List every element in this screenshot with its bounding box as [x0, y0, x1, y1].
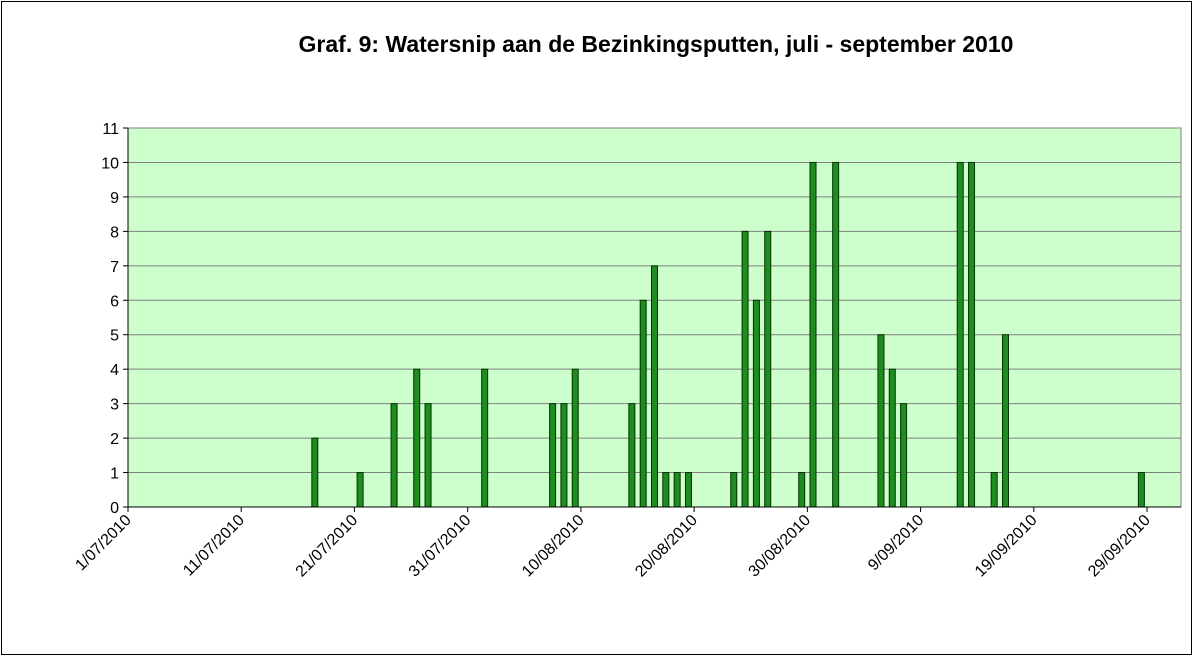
y-tick-label: 5	[110, 328, 119, 345]
bar	[1137, 472, 1145, 508]
y-tick-label: 1	[110, 466, 119, 483]
bar	[741, 230, 749, 508]
bar	[752, 299, 760, 508]
bar	[424, 403, 432, 508]
bar	[571, 368, 579, 508]
bar	[311, 437, 319, 508]
bar	[628, 403, 636, 508]
y-tick-label: 6	[110, 293, 119, 310]
bar	[413, 368, 421, 508]
bar	[684, 472, 692, 508]
y-tick-label: 11	[102, 121, 119, 138]
bar	[956, 161, 964, 508]
bar	[877, 334, 885, 508]
bar	[673, 472, 681, 508]
bar	[900, 403, 908, 508]
bar	[888, 368, 896, 508]
bar	[798, 472, 806, 508]
y-tick-label: 9	[110, 190, 119, 207]
bar	[990, 472, 998, 508]
chart-title: Graf. 9: Watersnip aan de Bezinkingsputt…	[299, 31, 1014, 57]
bar	[356, 472, 364, 508]
bar	[809, 161, 817, 508]
bar	[651, 265, 658, 508]
y-tick-label: 2	[110, 431, 119, 448]
bar	[560, 403, 568, 508]
y-tick-label: 10	[101, 155, 119, 172]
bar	[832, 161, 840, 508]
y-tick-label: 8	[110, 224, 119, 241]
bar	[968, 161, 976, 508]
bar	[730, 472, 738, 508]
bar	[549, 403, 557, 508]
y-tick-label: 7	[110, 259, 119, 276]
y-tick-label: 3	[110, 397, 119, 414]
bar	[390, 403, 398, 508]
y-tick-label: 0	[110, 500, 119, 517]
bar	[1002, 334, 1009, 508]
y-tick-label: 4	[110, 362, 119, 379]
bar	[764, 230, 772, 508]
bar	[639, 299, 647, 508]
bar	[481, 368, 489, 508]
bar	[662, 472, 670, 508]
